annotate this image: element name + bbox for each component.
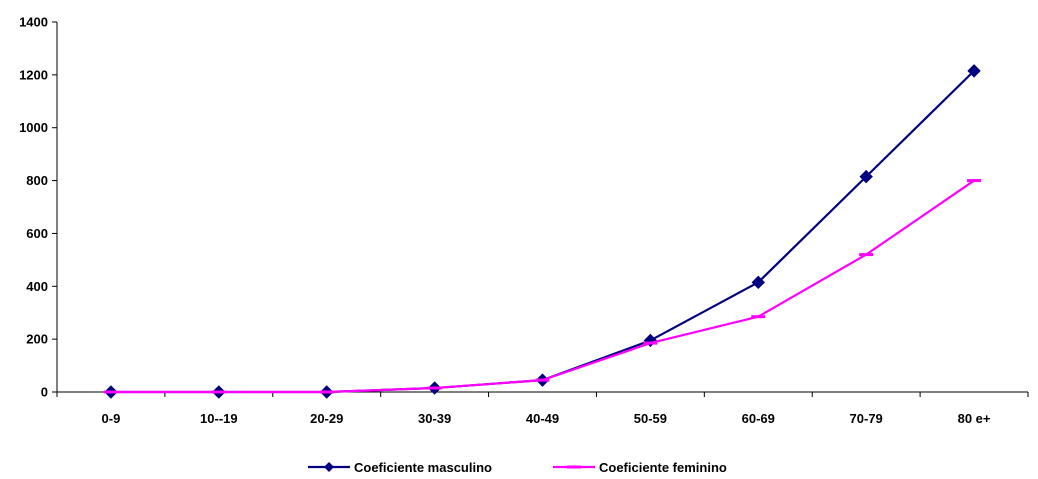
chart-legend: Coeficiente masculino Coeficiente feminin… [308,460,727,475]
series-line [110,179,975,394]
x-tick-label: 60-69 [742,411,775,426]
legend-swatch-marker [567,465,581,469]
data-point-dash [211,390,226,394]
data-point-dash [643,341,658,345]
data-point-dash [103,390,118,394]
y-axis-ticks: 0 200 400 600 800 1000 1200 1400 [19,15,57,400]
x-axis-ticks: 0-9 10--19 20-29 30-39 40-49 50-59 60-69 70-79 8… [56,392,1029,426]
x-tick-label: 10--19 [200,411,238,426]
x-tick-label: 30-39 [418,411,451,426]
x-tick-label: 0-9 [102,411,121,426]
data-point-dash [535,378,550,382]
data-point-dash [427,386,442,390]
y-tick-label: 1400 [19,15,48,30]
data-point-diamond [967,64,981,78]
legend-label: Coeficiente masculino [354,460,492,475]
y-tick-label: 600 [26,226,48,241]
y-tick-label: 400 [26,279,48,294]
legend-label: Coeficiente feminino [599,460,727,475]
data-point-dash [859,253,874,257]
data-point-diamond [859,169,873,184]
series-2 [103,179,982,394]
y-tick-label: 200 [26,332,48,347]
series-line [110,70,975,394]
data-point-dash [319,390,334,394]
y-tick-label: 1200 [19,67,48,82]
y-tick-label: 0 [41,385,48,400]
y-tick-label: 1000 [19,120,48,135]
y-tick-label: 800 [26,173,48,188]
chart-series [103,64,982,399]
data-point-dash [751,315,766,319]
data-point-dash [967,179,982,183]
legend-item-1: Coeficiente masculino [308,460,492,475]
data-point-diamond [751,275,765,290]
x-tick-label: 70-79 [850,411,883,426]
legend-swatch-marker [324,462,334,472]
x-tick-label: 40-49 [526,411,559,426]
x-tick-label: 20-29 [310,411,343,426]
x-tick-label: 50-59 [634,411,667,426]
series-1 [104,64,981,399]
legend-item-2: Coeficiente feminino [553,460,727,475]
chart-axes [56,22,1028,393]
x-tick-label: 80 e+ [958,411,991,426]
